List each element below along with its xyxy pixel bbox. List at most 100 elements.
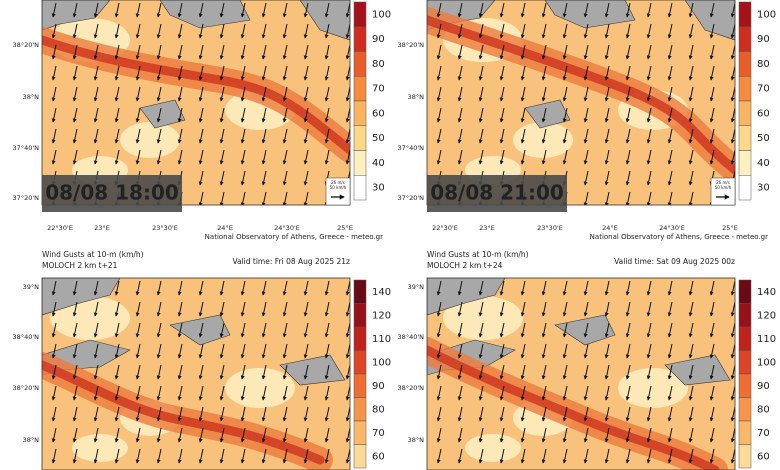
wind-arrow <box>730 343 735 359</box>
wind-arrow <box>135 280 141 296</box>
colorbar-label: 100 <box>372 357 391 368</box>
wind-arrow <box>345 128 350 144</box>
colorbar-swatch <box>353 444 367 469</box>
wind-arrow <box>240 107 246 123</box>
wind-arrow <box>198 191 204 205</box>
wind-arrow <box>499 2 505 18</box>
wind-arrow <box>646 427 652 443</box>
wind-arrow <box>219 280 225 296</box>
wind-arrow <box>240 364 246 380</box>
wind-arrow <box>457 107 463 123</box>
wind-arrow <box>114 65 120 81</box>
wind-arrow <box>688 170 694 186</box>
wind-arrow <box>135 23 141 39</box>
wind-arrow <box>51 65 57 81</box>
wind-arrow <box>604 86 610 102</box>
wind-arrow <box>240 44 246 60</box>
wind-arrow <box>583 280 589 296</box>
wind-arrow <box>72 44 78 60</box>
wind-arrow <box>156 2 162 18</box>
wind-arrow <box>436 86 442 102</box>
wind-arrow <box>499 65 505 81</box>
wind-arrow <box>646 128 652 144</box>
wind-arrow <box>499 128 505 144</box>
wind-arrow <box>436 406 442 422</box>
wind-arrow <box>562 322 568 338</box>
wind-arrow <box>667 65 673 81</box>
wind-arrow <box>562 128 568 144</box>
wind-arrow <box>93 149 99 165</box>
wind-arrow <box>457 448 463 464</box>
wind-arrow <box>562 23 568 39</box>
wind-arrow <box>198 406 204 422</box>
wind-arrow <box>282 65 288 81</box>
colorbar-swatch <box>738 125 752 151</box>
wind-arrow <box>667 191 673 205</box>
wind-arrow <box>114 107 120 123</box>
wind-arrow <box>324 301 330 317</box>
wind-arrow <box>604 170 610 186</box>
wind-arrow <box>324 128 330 144</box>
wind-arrow <box>51 322 57 338</box>
wind-arrow <box>709 322 715 338</box>
wind-arrow <box>114 301 120 317</box>
credit: National Observatory of Athens, Greece -… <box>205 233 383 241</box>
wind-arrow <box>282 343 288 359</box>
wind-arrow <box>709 128 715 144</box>
wind-arrow <box>72 322 78 338</box>
wind-arrow <box>135 149 141 165</box>
wind-arrow <box>478 364 484 380</box>
wind-arrow <box>219 65 225 81</box>
wind-arrow <box>457 406 463 422</box>
wind-arrow <box>667 385 673 401</box>
land <box>159 0 251 29</box>
wind-arrow <box>240 191 246 205</box>
colorbar-label: 140 <box>372 287 391 298</box>
colorbar-swatch <box>353 76 367 102</box>
wind-arrow <box>499 107 505 123</box>
map-area <box>42 0 350 205</box>
wind-arrow <box>261 427 267 443</box>
colorbar-label: 100 <box>757 9 776 20</box>
wind-arrow <box>261 44 267 60</box>
colorbar-swatch <box>738 420 752 445</box>
wind-arrow <box>114 128 120 144</box>
wind-arrow <box>156 23 162 39</box>
colorbar-label: 60 <box>757 451 770 462</box>
wind-arrow <box>709 406 715 422</box>
calm-area <box>120 122 180 158</box>
wind-arrow <box>436 2 442 18</box>
wind-arrow <box>562 406 568 422</box>
colorbar-label: 80 <box>757 59 770 70</box>
map-panel: 100 90 80 70 60 50 40 30 38°20'N 38°N 37°40'N 37°20… <box>13 0 391 241</box>
wind-arrow <box>282 86 288 102</box>
colorbar-label: 120 <box>372 310 391 321</box>
wind-arrow <box>135 364 141 380</box>
land <box>524 99 571 129</box>
colorbar-swatch <box>353 350 367 375</box>
wind-arrow <box>583 2 589 18</box>
wind-arrow <box>177 301 183 317</box>
wind-arrow <box>709 2 715 18</box>
wind-arrow <box>667 2 673 18</box>
wind-arrow <box>604 107 610 123</box>
wind-arrow <box>51 128 57 144</box>
wind-arrow <box>114 385 120 401</box>
wind-arrow <box>436 427 442 443</box>
wind-arrow <box>198 427 204 443</box>
colorbar-label: 60 <box>372 451 385 462</box>
wind-arrow <box>625 343 631 359</box>
colorbar-swatch <box>738 303 752 328</box>
wind-arrow <box>198 149 204 165</box>
wind-arrow <box>114 23 120 39</box>
wind-arrow <box>156 427 162 443</box>
colorbar-label: 110 <box>757 334 776 345</box>
wind-arrow <box>688 44 694 60</box>
wind-arrow <box>303 427 309 443</box>
wind-arrow <box>345 301 350 317</box>
wind-arrow <box>436 385 442 401</box>
colorbar-label: 90 <box>372 34 385 45</box>
wind-arrow <box>72 2 78 18</box>
wind-arrow <box>303 343 309 359</box>
colorbar-swatch <box>353 175 367 201</box>
